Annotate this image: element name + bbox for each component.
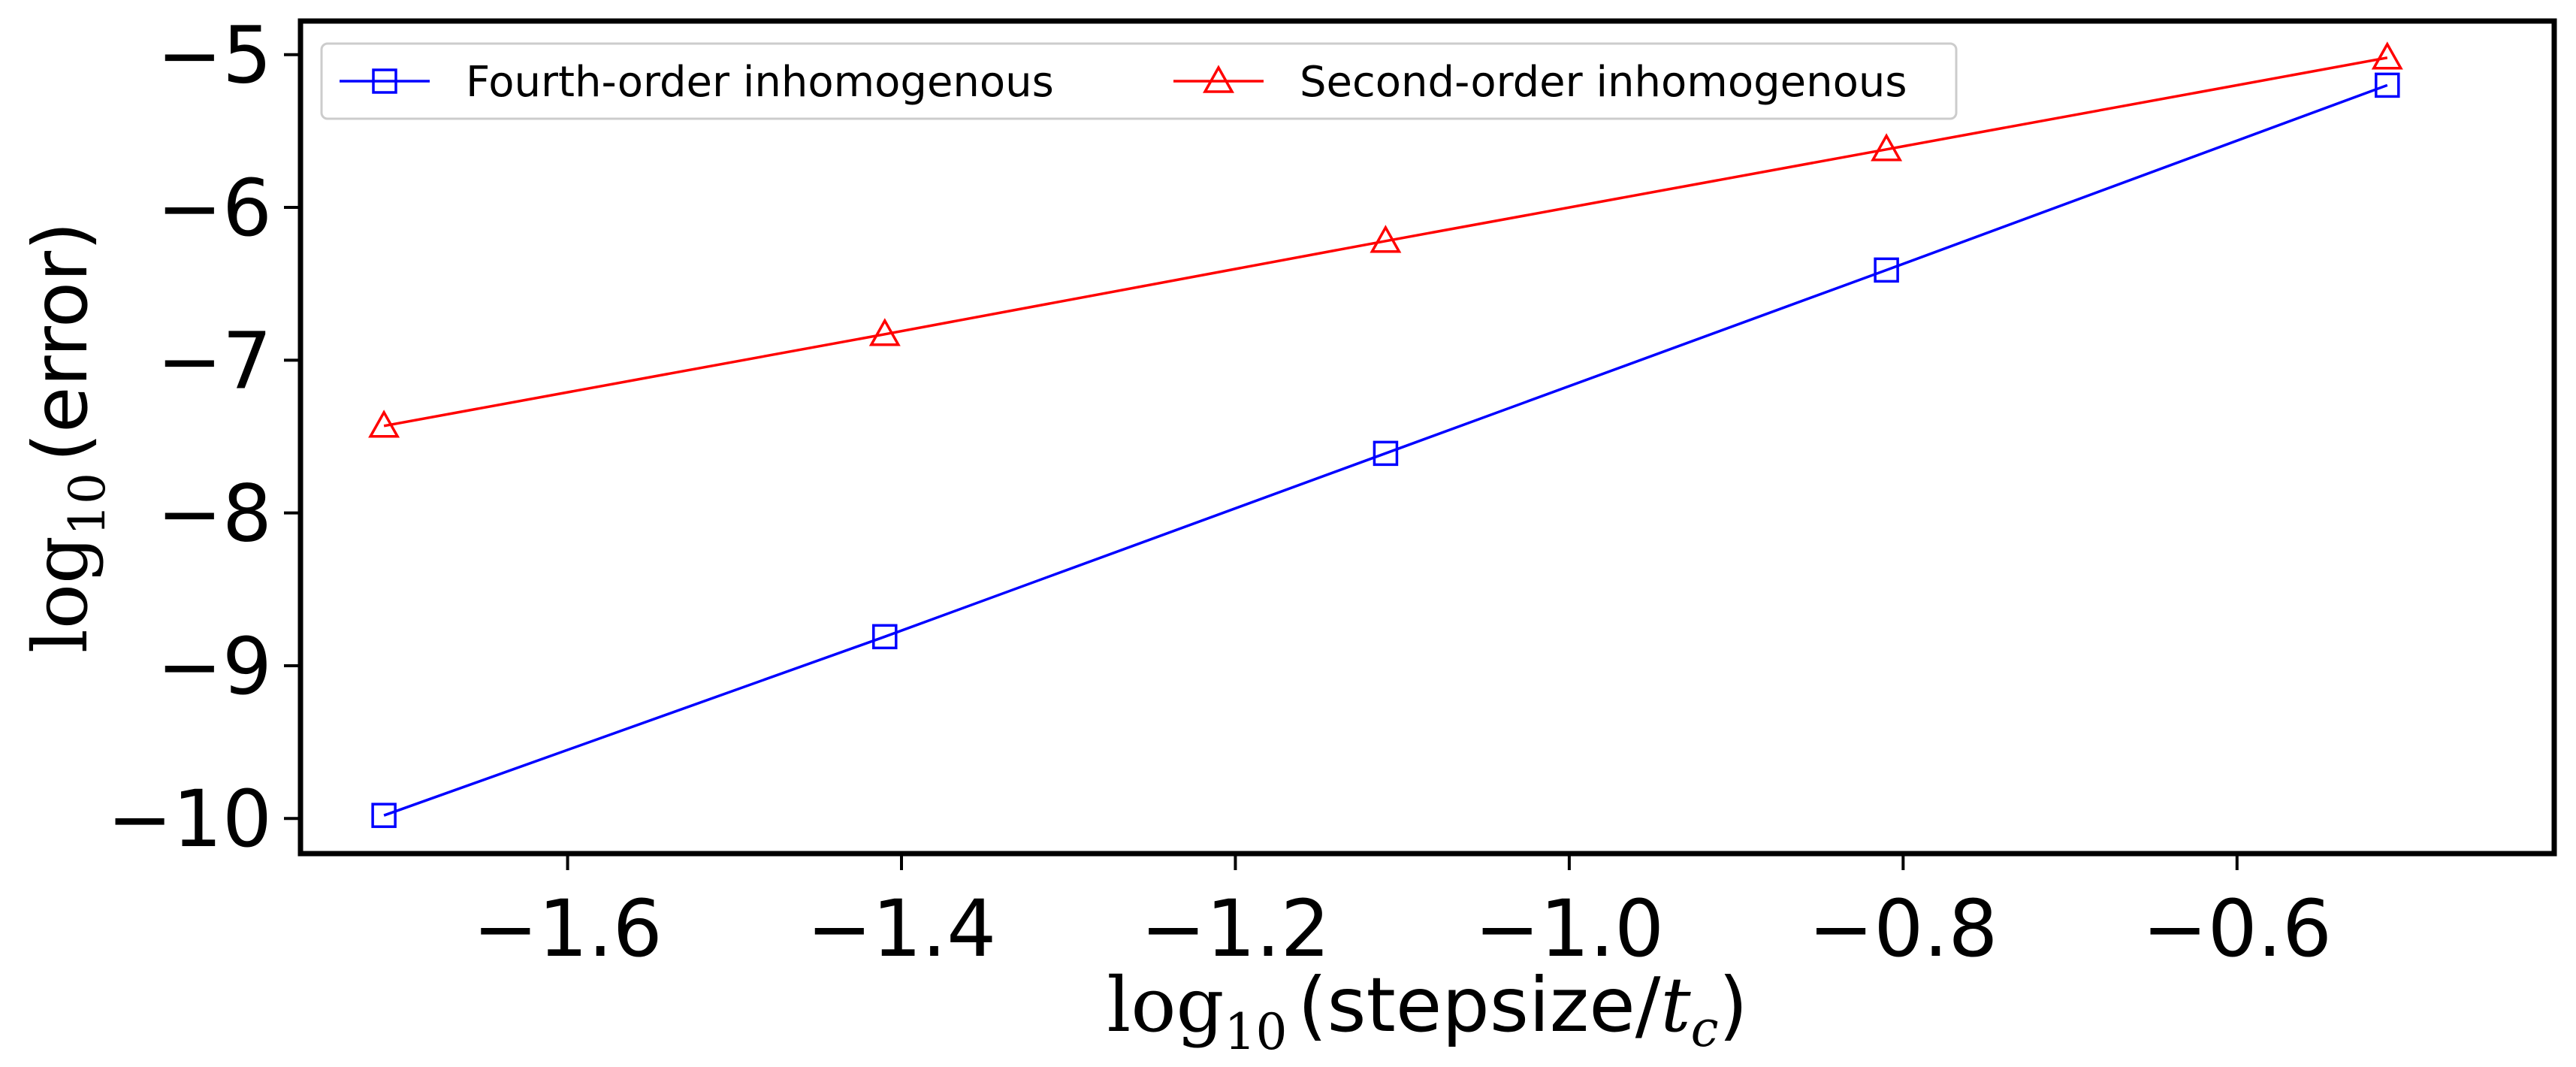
x-tick-label: −1.6 <box>473 883 663 975</box>
x-tick-label: −1.0 <box>1475 883 1665 975</box>
data-point-triangle <box>1871 133 1903 162</box>
y-label-sub: 10 <box>59 473 116 536</box>
legend-marker-square-icon <box>372 68 397 94</box>
data-point-triangle <box>2371 41 2403 70</box>
x-tick-label: −1.2 <box>1140 883 1330 975</box>
ticks-layer: −1.6 −1.4 −1.2 −1.0 −0.8 −0.6 −5 −6 −7 −8 −9 −10 <box>107 10 2333 975</box>
data-point-square <box>1874 257 1899 283</box>
x-label-open: (stepsize/ <box>1298 961 1661 1049</box>
x-label-var: t <box>1660 961 1691 1049</box>
data-point-triangle <box>368 410 400 438</box>
x-axis-label: log10 (stepsize/tc) <box>1107 961 1747 1061</box>
data-point-square <box>1373 440 1399 467</box>
legend-marker-triangle-icon <box>1203 65 1234 93</box>
x-label-close: ) <box>1719 961 1748 1049</box>
y-tick-label: −8 <box>157 468 272 560</box>
plot-frame <box>297 18 2557 857</box>
x-label-sub: 10 <box>1225 1003 1288 1061</box>
y-label-text: (error) <box>17 222 104 462</box>
data-point-triangle <box>1370 225 1402 253</box>
legend-label-fourth-order: Fourth-order inhomogenous <box>466 58 1054 107</box>
y-tick-label: −9 <box>157 621 272 712</box>
legend-box <box>320 42 1958 120</box>
data-point-triangle <box>868 318 901 346</box>
y-tick-label: −10 <box>107 773 272 865</box>
data-point-square <box>2375 72 2400 98</box>
x-tick-label: −1.4 <box>807 883 997 975</box>
legend: Fourth-order inhomogenous Second-order i… <box>320 42 1958 120</box>
series-line-1 <box>383 56 2388 428</box>
y-tick-label: −6 <box>157 162 272 254</box>
series-layer <box>368 41 2403 828</box>
series-line-0 <box>383 83 2388 817</box>
data-point-square <box>872 624 898 650</box>
x-label-fn: log <box>1107 961 1224 1049</box>
y-axis-label: log10 (error) <box>17 222 116 653</box>
y-tick-label: −7 <box>157 315 272 407</box>
x-label-var-sub: c <box>1691 1000 1719 1058</box>
x-tick-label: −0.6 <box>2143 883 2333 975</box>
y-tick-label: −5 <box>157 10 272 101</box>
data-point-square <box>371 803 397 828</box>
x-tick-label: −0.8 <box>1808 883 1998 975</box>
legend-label-second-order: Second-order inhomogenous <box>1300 58 1907 107</box>
y-label-fn: log <box>17 536 104 653</box>
